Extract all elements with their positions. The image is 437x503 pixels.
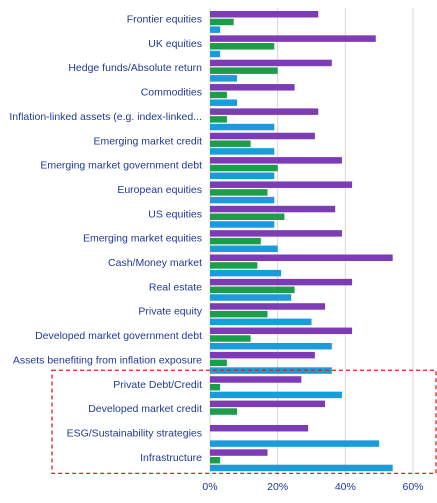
bar bbox=[210, 43, 275, 50]
bar bbox=[210, 262, 258, 269]
bar bbox=[210, 391, 342, 399]
bar bbox=[210, 196, 275, 204]
bar bbox=[210, 140, 251, 147]
bar bbox=[210, 189, 268, 196]
category-label: Assets benefiting from inflation exposur… bbox=[13, 354, 202, 366]
x-tick-label: 0% bbox=[202, 481, 217, 493]
category-label: Cash/Money market bbox=[108, 257, 202, 269]
bar bbox=[210, 400, 326, 408]
bar bbox=[210, 230, 342, 237]
category-label: European equities bbox=[117, 184, 202, 196]
bar bbox=[210, 75, 238, 82]
bar bbox=[210, 18, 234, 26]
bar bbox=[210, 457, 221, 464]
bar bbox=[210, 123, 275, 131]
bars bbox=[210, 11, 393, 472]
bar bbox=[210, 59, 332, 67]
bar bbox=[210, 424, 309, 432]
bar bbox=[210, 84, 295, 91]
bar bbox=[210, 294, 292, 301]
category-label: Frontier equities bbox=[127, 14, 202, 26]
highlight-box bbox=[51, 369, 437, 475]
x-axis-tick-labels: 0% 20% 40% 60% bbox=[202, 481, 423, 493]
category-label: ESG/Sustainability strategies bbox=[67, 427, 202, 439]
bar bbox=[210, 35, 376, 42]
bar bbox=[210, 286, 295, 294]
bar bbox=[210, 67, 278, 74]
bar bbox=[210, 50, 221, 58]
x-tick-label: 20% bbox=[267, 481, 288, 493]
category-label: Developed market credit bbox=[88, 403, 202, 415]
bar bbox=[210, 148, 275, 155]
bar bbox=[210, 26, 221, 33]
bar bbox=[210, 11, 319, 18]
bar bbox=[210, 278, 353, 286]
bar bbox=[210, 172, 275, 179]
bar bbox=[210, 237, 261, 245]
category-label: Hedge funds/Absolute return bbox=[68, 62, 202, 74]
x-tick-label: 40% bbox=[335, 481, 356, 493]
bar bbox=[210, 245, 278, 253]
category-label: US equities bbox=[148, 208, 202, 220]
bar bbox=[210, 132, 315, 140]
category-label: Infrastructure bbox=[140, 452, 202, 464]
bar bbox=[210, 440, 380, 447]
category-label: Emerging market credit bbox=[93, 135, 202, 147]
x-tick-label: 60% bbox=[402, 481, 423, 493]
bar bbox=[210, 327, 353, 335]
bar bbox=[210, 91, 227, 99]
category-label: Private equity bbox=[138, 306, 202, 318]
bar bbox=[210, 213, 285, 220]
bar bbox=[210, 221, 275, 228]
bar bbox=[210, 376, 302, 383]
bar bbox=[210, 310, 268, 318]
bar bbox=[210, 449, 268, 456]
bar bbox=[210, 157, 342, 164]
category-label: Commodities bbox=[141, 87, 202, 99]
bar bbox=[210, 205, 336, 213]
bar bbox=[210, 464, 393, 472]
category-labels: Frontier equities UK equities Hedge funds/… bbox=[9, 14, 202, 464]
bar bbox=[210, 318, 312, 326]
bar bbox=[210, 254, 393, 261]
bar bbox=[210, 116, 227, 123]
bar bbox=[210, 359, 227, 367]
bar bbox=[210, 108, 319, 115]
category-label: UK equities bbox=[148, 38, 202, 50]
category-label: Emerging market equities bbox=[83, 233, 202, 245]
bar bbox=[210, 181, 353, 188]
bar bbox=[210, 303, 326, 310]
category-label: Private Debt/Credit bbox=[113, 379, 202, 391]
category-label: Real estate bbox=[149, 281, 202, 293]
bar bbox=[210, 351, 315, 359]
bar bbox=[210, 342, 332, 350]
bar bbox=[210, 269, 282, 277]
category-label: Inflation-linked assets (e.g. index-link… bbox=[9, 111, 202, 123]
bar bbox=[210, 383, 221, 391]
category-label: Developed market government debt bbox=[35, 330, 202, 342]
bar bbox=[210, 408, 238, 415]
bar bbox=[210, 335, 251, 342]
bar bbox=[210, 99, 238, 106]
bar bbox=[210, 164, 278, 172]
category-label: Emerging market government debt bbox=[40, 160, 202, 172]
